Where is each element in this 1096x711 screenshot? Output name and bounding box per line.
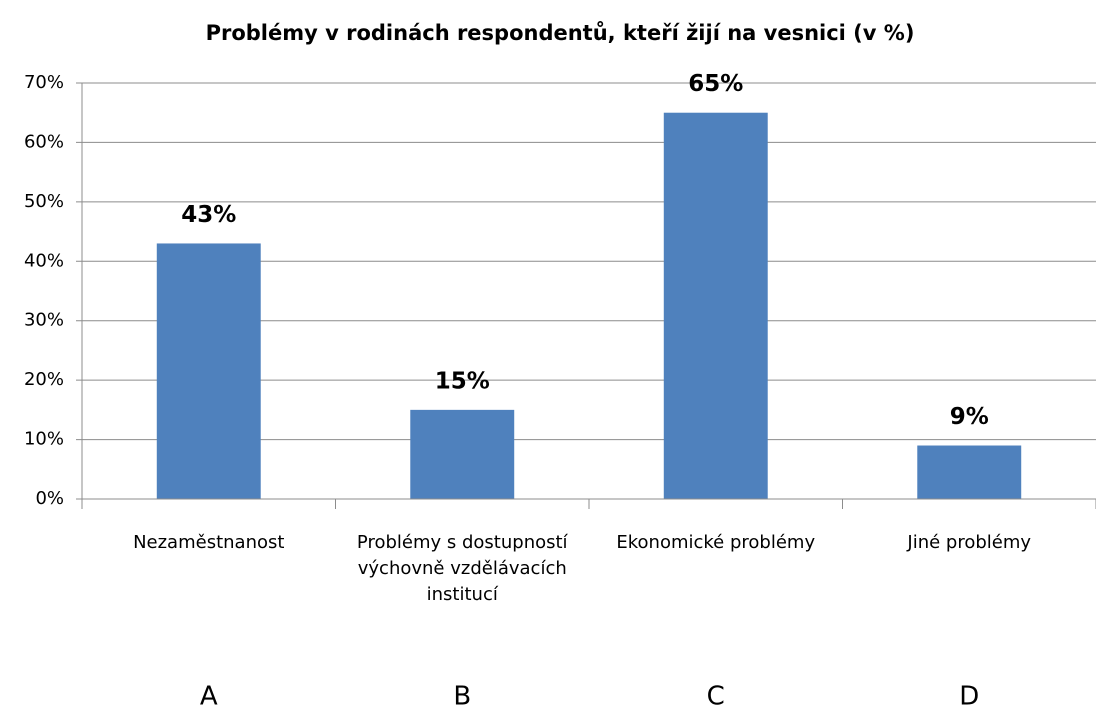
x-tick-label: Nezaměstnanost: [133, 532, 285, 553]
y-tick-label: 20%: [24, 369, 64, 390]
bar: [410, 409, 515, 499]
category-letter: C: [707, 682, 725, 711]
y-tick-label: 0%: [35, 488, 64, 509]
bar: [917, 445, 1022, 499]
value-label: 65%: [688, 71, 743, 97]
value-label: 15%: [435, 368, 490, 394]
category-letter: D: [959, 682, 979, 711]
bar: [156, 243, 261, 499]
category-letter: A: [200, 682, 218, 711]
chart-title: Problémy v rodinách respondentů, kteří ž…: [206, 21, 915, 45]
y-tick-label: 30%: [24, 310, 64, 331]
y-tick-label: 70%: [24, 72, 64, 93]
y-tick-label: 10%: [24, 429, 64, 450]
value-label: 9%: [950, 404, 989, 430]
y-tick-label: 40%: [24, 250, 64, 271]
x-tick-label: Problémy s dostupností výchovně vzděláva…: [356, 532, 568, 605]
x-tick-label: Jiné problémy: [907, 532, 1032, 553]
y-tick-label: 50%: [24, 191, 64, 212]
category-letter: B: [453, 682, 471, 711]
x-tick-label: Ekonomické problémy: [616, 532, 816, 553]
y-tick-label: 60%: [24, 131, 64, 152]
value-label: 43%: [181, 202, 236, 228]
bar: [663, 112, 768, 499]
